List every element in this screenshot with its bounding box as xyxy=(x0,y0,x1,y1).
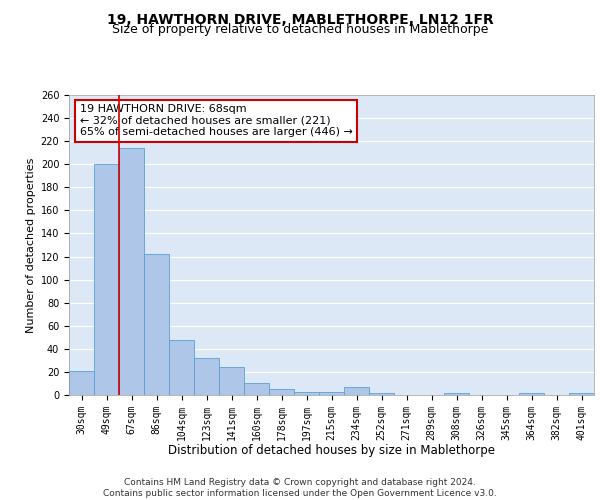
Bar xyxy=(144,254,169,395)
Bar xyxy=(319,392,344,395)
Bar xyxy=(519,392,544,395)
Text: Contains HM Land Registry data © Crown copyright and database right 2024.
Contai: Contains HM Land Registry data © Crown c… xyxy=(103,478,497,498)
X-axis label: Distribution of detached houses by size in Mablethorpe: Distribution of detached houses by size … xyxy=(168,444,495,457)
Bar xyxy=(219,368,244,395)
Bar xyxy=(119,148,144,395)
Text: 19 HAWTHORN DRIVE: 68sqm
← 32% of detached houses are smaller (221)
65% of semi-: 19 HAWTHORN DRIVE: 68sqm ← 32% of detach… xyxy=(79,104,352,137)
Bar xyxy=(294,392,319,395)
Text: 19, HAWTHORN DRIVE, MABLETHORPE, LN12 1FR: 19, HAWTHORN DRIVE, MABLETHORPE, LN12 1F… xyxy=(107,12,493,26)
Bar xyxy=(194,358,219,395)
Bar xyxy=(169,340,194,395)
Bar xyxy=(344,387,369,395)
Bar xyxy=(369,392,394,395)
Text: Size of property relative to detached houses in Mablethorpe: Size of property relative to detached ho… xyxy=(112,22,488,36)
Bar xyxy=(269,389,294,395)
Bar xyxy=(244,384,269,395)
Bar xyxy=(569,392,594,395)
Y-axis label: Number of detached properties: Number of detached properties xyxy=(26,158,37,332)
Bar xyxy=(444,392,469,395)
Bar xyxy=(69,371,94,395)
Bar xyxy=(94,164,119,395)
